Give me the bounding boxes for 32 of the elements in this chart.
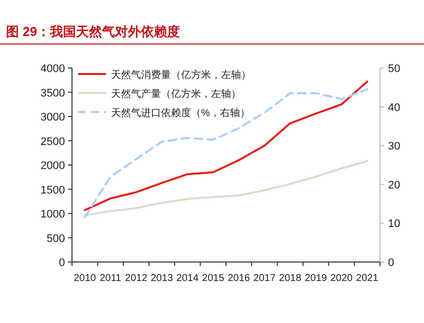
- x-tick-label: 2021: [356, 273, 379, 284]
- y-tick-label: 1000: [40, 208, 65, 220]
- line-series: [84, 160, 368, 216]
- legend-label: 天然气产量（亿方米，左轴）: [111, 88, 241, 100]
- x-tick-label: 2020: [330, 273, 354, 284]
- x-tick-label: 2013: [150, 273, 174, 284]
- x-tick-label: 2010: [74, 273, 96, 284]
- x-tick-label: 2011: [100, 273, 122, 284]
- x-tick-label: 2019: [304, 273, 328, 284]
- x-tick-label: 2016: [228, 273, 250, 284]
- chart-title: 图 29：我国天然气对外依赖度: [6, 24, 180, 39]
- y-tick-label: 3500: [40, 87, 65, 100]
- y-tick-label: 1500: [40, 184, 65, 196]
- y-tick-label: 2500: [40, 136, 65, 148]
- x-tick-label: 2018: [279, 273, 302, 284]
- y-tick-label: 0: [58, 257, 65, 269]
- x-tick-label: 2017: [253, 273, 276, 284]
- y2-tick-label: 40: [388, 102, 400, 114]
- y2-tick-label: 20: [388, 179, 400, 192]
- y2-tick-label: 10: [388, 218, 400, 230]
- y-tick-label: 2000: [40, 160, 65, 172]
- legend-label: 天然气消费量（亿方米，左轴）: [111, 69, 251, 81]
- y2-tick-label: 0: [388, 257, 394, 269]
- y2-tick-label: 30: [388, 140, 400, 153]
- legend-label: 天然气进口依赖度（%，右轴）: [111, 107, 250, 119]
- x-tick-label: 2014: [176, 273, 200, 284]
- y2-tick-label: 50: [388, 63, 400, 75]
- y-tick-label: 500: [46, 232, 65, 245]
- y-tick-label: 3000: [40, 112, 65, 124]
- x-tick-label: 2012: [125, 273, 148, 284]
- x-tick-label: 2015: [202, 273, 225, 284]
- y-tick-label: 4000: [40, 63, 65, 75]
